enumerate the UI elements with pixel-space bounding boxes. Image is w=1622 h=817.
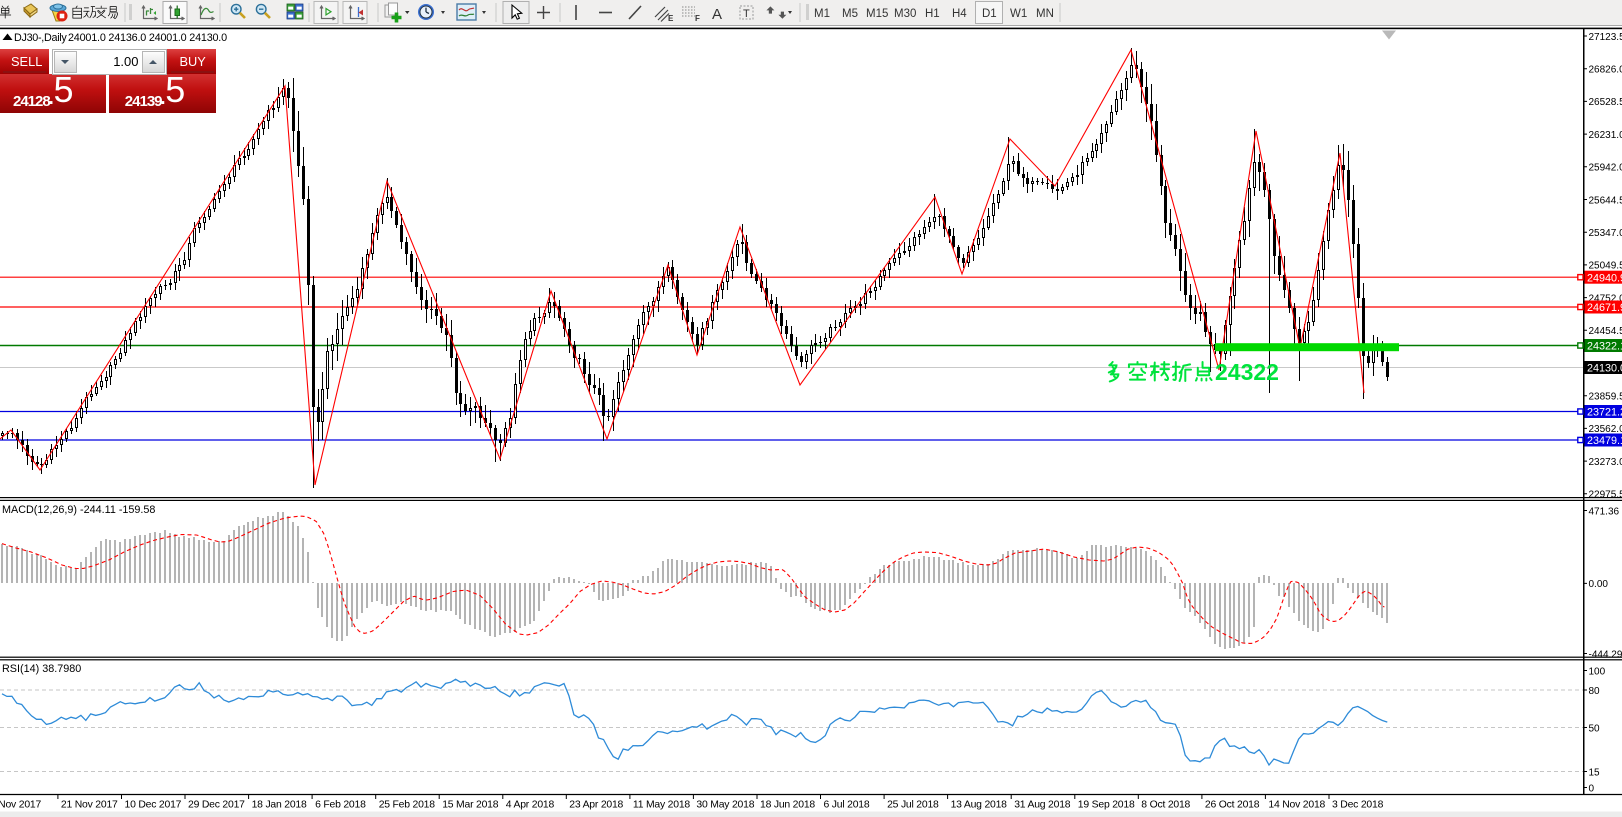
svg-text:23479.1: 23479.1 [1587, 435, 1622, 447]
svg-text:24940.9: 24940.9 [1587, 272, 1622, 284]
svg-text:18 Jan 2018: 18 Jan 2018 [252, 800, 307, 811]
svg-text:W1: W1 [1010, 8, 1027, 20]
svg-text:25644.5: 25644.5 [1589, 195, 1622, 206]
svg-text:471.36: 471.36 [1589, 506, 1620, 517]
svg-text:-444.29: -444.29 [1589, 649, 1622, 660]
svg-text:26231.0: 26231.0 [1589, 130, 1622, 141]
svg-text:24130.0: 24130.0 [1587, 363, 1622, 375]
svg-text:24322: 24322 [1215, 359, 1279, 385]
svg-text:RSI(14) 38.7980: RSI(14) 38.7980 [2, 663, 81, 675]
svg-text:22975.5: 22975.5 [1589, 490, 1622, 501]
svg-text:100: 100 [1589, 666, 1606, 677]
svg-text:80: 80 [1589, 686, 1601, 697]
svg-text:23721.2: 23721.2 [1587, 407, 1622, 419]
svg-text:24322.1: 24322.1 [1587, 341, 1622, 353]
svg-text:4 Apr 2018: 4 Apr 2018 [506, 800, 555, 811]
svg-text:23859.5: 23859.5 [1589, 392, 1622, 403]
svg-text:31 Aug 2018: 31 Aug 2018 [1014, 800, 1071, 811]
svg-text:15 Mar 2018: 15 Mar 2018 [442, 800, 499, 811]
svg-text:25942.0: 25942.0 [1589, 163, 1622, 174]
svg-text:25049.5: 25049.5 [1589, 261, 1622, 272]
svg-text:24454.5: 24454.5 [1589, 326, 1622, 337]
svg-text:0: 0 [1589, 783, 1595, 794]
svg-text:21 Nov 2017: 21 Nov 2017 [61, 800, 118, 811]
svg-text:23562.0: 23562.0 [1589, 424, 1622, 435]
svg-text:26826.0: 26826.0 [1589, 65, 1622, 76]
svg-text:25347.0: 25347.0 [1589, 228, 1622, 239]
svg-text:25 Feb 2018: 25 Feb 2018 [379, 800, 436, 811]
svg-text:14 Nov 2018: 14 Nov 2018 [1268, 800, 1325, 811]
svg-text:6 Feb 2018: 6 Feb 2018 [315, 800, 366, 811]
svg-text:M15: M15 [866, 8, 888, 20]
svg-text:E: E [668, 14, 674, 23]
svg-text:19 Sep 2018: 19 Sep 2018 [1078, 800, 1135, 811]
svg-text:8 Oct 2018: 8 Oct 2018 [1141, 800, 1190, 811]
svg-text:3 Dec 2018: 3 Dec 2018 [1332, 800, 1384, 811]
svg-text:MACD(12,26,9) -244.11 -159.58: MACD(12,26,9) -244.11 -159.58 [2, 504, 155, 516]
svg-text:MN: MN [1036, 8, 1054, 20]
svg-text:23273.0: 23273.0 [1589, 457, 1622, 468]
svg-text:29 Dec 2017: 29 Dec 2017 [188, 800, 245, 811]
svg-text:10 Dec 2017: 10 Dec 2017 [125, 800, 182, 811]
svg-text:D1: D1 [982, 8, 997, 20]
svg-text:50: 50 [1589, 723, 1601, 734]
svg-text:H1: H1 [925, 8, 940, 20]
svg-text:15: 15 [1589, 767, 1601, 778]
svg-text:26 Oct 2018: 26 Oct 2018 [1205, 800, 1260, 811]
svg-text:11 May 2018: 11 May 2018 [633, 800, 691, 811]
svg-text:A: A [712, 6, 722, 23]
svg-text:24001.0 24136.0 24001.0 24130.: 24001.0 24136.0 24001.0 24130.0 [68, 32, 227, 44]
svg-text:23 Apr 2018: 23 Apr 2018 [569, 800, 623, 811]
svg-text:24752.0: 24752.0 [1589, 293, 1622, 304]
svg-text:T: T [743, 8, 750, 20]
svg-text:DJ30-,Daily: DJ30-,Daily [14, 32, 67, 44]
svg-text:M5: M5 [842, 8, 858, 20]
svg-text:30 May 2018: 30 May 2018 [696, 800, 754, 811]
svg-text:H4: H4 [952, 8, 967, 20]
svg-text:M1: M1 [814, 8, 830, 20]
svg-text:25 Jul 2018: 25 Jul 2018 [887, 800, 939, 811]
svg-text:M30: M30 [894, 8, 916, 20]
svg-text:2 Nov 2017: 2 Nov 2017 [0, 800, 41, 811]
svg-text:18 Jun 2018: 18 Jun 2018 [760, 800, 815, 811]
svg-text:13 Aug 2018: 13 Aug 2018 [951, 800, 1008, 811]
svg-text:0.00: 0.00 [1589, 579, 1609, 590]
svg-text:F: F [695, 14, 700, 23]
svg-text:6 Jul 2018: 6 Jul 2018 [824, 800, 870, 811]
svg-text:26528.5: 26528.5 [1589, 97, 1622, 108]
svg-text:27123.5: 27123.5 [1589, 32, 1622, 43]
svg-text:24671.9: 24671.9 [1587, 302, 1622, 314]
